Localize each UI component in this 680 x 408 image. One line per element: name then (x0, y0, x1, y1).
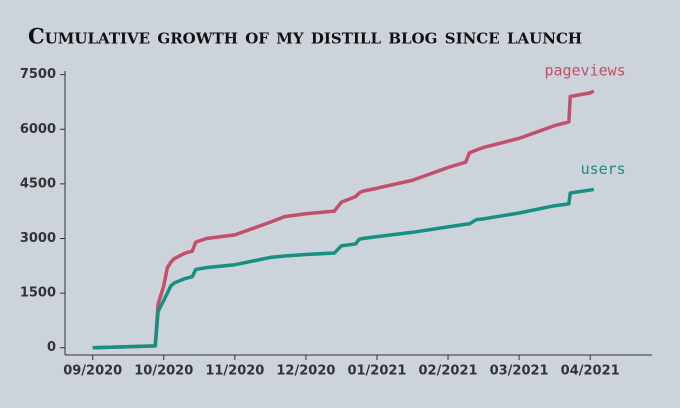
chart-title: Cumulative growth of my distill blog sin… (28, 24, 582, 49)
x-tick-label: 02/2021 (419, 364, 478, 379)
x-tick-label: 10/2020 (134, 364, 193, 379)
x-tick-label: 09/2020 (63, 364, 122, 379)
x-tick-label: 11/2020 (205, 364, 264, 379)
x-tick-label: 01/2021 (347, 364, 406, 379)
x-tick-label: 12/2020 (276, 364, 335, 379)
series-line (92, 187, 595, 350)
x-tick-label: 03/2021 (490, 364, 549, 379)
series-label: users (581, 160, 626, 178)
y-tick-label: 6000 (20, 122, 56, 137)
series-label: pageviews (544, 62, 625, 80)
x-tick-label: 04/2021 (561, 364, 620, 379)
series-line (92, 89, 595, 350)
y-tick-label: 1500 (20, 286, 56, 301)
y-tick-label: 3000 (20, 231, 56, 246)
y-tick-label: 0 (47, 340, 56, 355)
y-tick-label: 4500 (20, 176, 56, 191)
y-tick-label: 7500 (20, 67, 56, 82)
